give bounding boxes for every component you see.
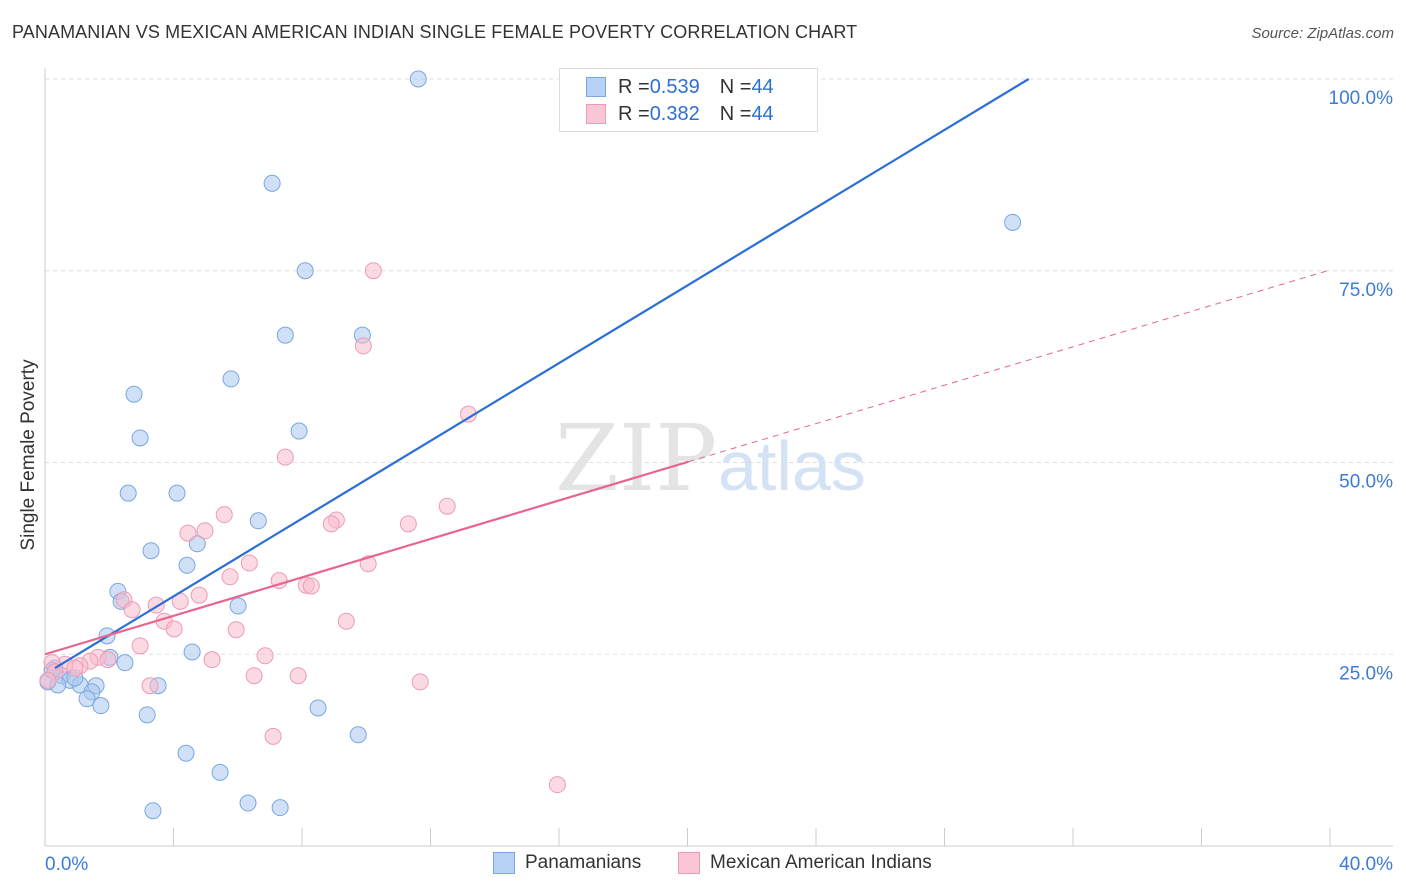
watermark: atlas xyxy=(718,427,866,505)
mexican-american-indian-point xyxy=(203,651,221,669)
x-tick-label: 40.0% xyxy=(1339,854,1393,875)
panamanian-point xyxy=(249,512,267,530)
mexican-american-indian-point xyxy=(289,667,307,685)
mexican-american-indian-point xyxy=(227,621,245,639)
mexican-american-indian-point xyxy=(165,620,183,638)
mexican-american-indian-point xyxy=(190,586,208,604)
y-tick-label: 25.0% xyxy=(1339,663,1393,684)
panamanian-point xyxy=(271,799,289,817)
y-tick-label: 100.0% xyxy=(1329,88,1394,109)
panamanian-point xyxy=(263,174,281,192)
legend-row-mexican-american-indians: R = 0.382 N = 44 xyxy=(586,102,774,126)
x-tick-label: 0.0% xyxy=(45,854,88,875)
legend-item-panamanians: Panamanians xyxy=(493,852,641,874)
mexican-american-indian-point xyxy=(179,524,197,542)
r-label: R = xyxy=(618,102,650,125)
panamanian-trend-line xyxy=(54,78,1030,669)
panamanian-point xyxy=(183,643,201,661)
blue-swatch xyxy=(586,77,606,97)
mexican-american-indian-point xyxy=(39,671,57,689)
panamanian-point xyxy=(239,794,257,812)
mexican-american-indian-point xyxy=(411,673,429,691)
panamanian-point xyxy=(125,385,143,403)
watermark: ZIP xyxy=(555,405,717,512)
mexican-american-indian-point xyxy=(256,647,274,665)
panamanian-point xyxy=(188,535,206,553)
n-value: 44 xyxy=(751,102,774,125)
pink-swatch xyxy=(586,104,606,124)
mexican-american-indian-point xyxy=(548,776,566,794)
panamanian-point xyxy=(296,262,314,280)
panamanian-point xyxy=(144,802,162,820)
mexican-american-indian-point xyxy=(245,667,263,685)
panamanian-point xyxy=(92,697,110,715)
mexican-american-indian-point xyxy=(276,448,294,466)
legend-item-mexican-american-indians: Mexican American Indians xyxy=(678,852,932,874)
mexican-american-indian-point xyxy=(66,659,84,677)
legend-label: Mexican American Indians xyxy=(710,852,932,873)
mexican-american-indian-point xyxy=(399,515,417,533)
panamanian-point xyxy=(131,429,149,447)
pink-swatch xyxy=(678,852,700,874)
panamanian-point xyxy=(222,370,240,388)
panamanian-point xyxy=(229,597,247,615)
r-label: R = xyxy=(618,75,650,98)
legend-label: Panamanians xyxy=(525,852,642,873)
panamanian-point xyxy=(409,70,427,88)
stats-legend: R = 0.539 N = 44 R = 0.382 N = 44 xyxy=(559,68,818,132)
panamanian-point xyxy=(211,763,229,781)
panamanian-point xyxy=(349,726,367,744)
mexican-american-indian-point xyxy=(99,651,117,669)
y-tick-label: 50.0% xyxy=(1339,472,1393,493)
panamanian-point xyxy=(309,699,327,717)
source-label: Source: ZipAtlas.com xyxy=(1251,25,1394,42)
n-label: N = xyxy=(719,75,752,98)
panamanian-point xyxy=(168,484,186,502)
y-axis-label: Single Female Poverty xyxy=(18,359,39,551)
panamanian-point xyxy=(177,744,195,762)
mexican-american-indian-point xyxy=(264,727,282,745)
mexican-american-indian-point xyxy=(438,497,456,515)
n-value: 44 xyxy=(751,75,774,98)
panamanian-point xyxy=(119,484,137,502)
panamanian-point xyxy=(290,422,308,440)
mexican-american-indian-point xyxy=(364,262,382,280)
panamanian-point xyxy=(1004,213,1022,231)
panamanian-point xyxy=(276,326,294,344)
panamanian-point xyxy=(116,654,134,672)
mexican-american-indian-point xyxy=(354,337,372,355)
legend-row-panamanians: R = 0.539 N = 44 xyxy=(586,75,774,99)
panamanian-point xyxy=(178,556,196,574)
mexican-american-indian-point xyxy=(123,601,141,619)
r-value: 0.539 xyxy=(649,75,700,98)
panamanian-point xyxy=(138,706,156,724)
mexican-american-indian-trend-line xyxy=(44,460,689,656)
panamanian-point xyxy=(142,542,160,560)
mexican-american-indian-point xyxy=(141,677,159,695)
mexican-american-indian-point xyxy=(322,515,340,533)
mexican-american-indian-point xyxy=(221,568,239,586)
panamanian-point xyxy=(78,690,96,708)
mexican-american-indian-point xyxy=(337,612,355,630)
mexican-american-indian-point xyxy=(302,577,320,595)
mexican-american-indian-point xyxy=(131,637,149,655)
mexican-american-indian-point xyxy=(196,522,214,540)
chart-title: PANAMANIAN VS MEXICAN AMERICAN INDIAN SI… xyxy=(12,22,858,42)
mexican-american-indian-point xyxy=(215,506,233,524)
y-tick-label: 75.0% xyxy=(1339,280,1393,301)
mexican-american-indian-point xyxy=(240,554,258,572)
n-label: N = xyxy=(719,102,752,125)
r-value: 0.382 xyxy=(649,102,700,125)
blue-swatch xyxy=(493,852,515,874)
mexican-american-indian-trend-extension xyxy=(688,269,1331,463)
